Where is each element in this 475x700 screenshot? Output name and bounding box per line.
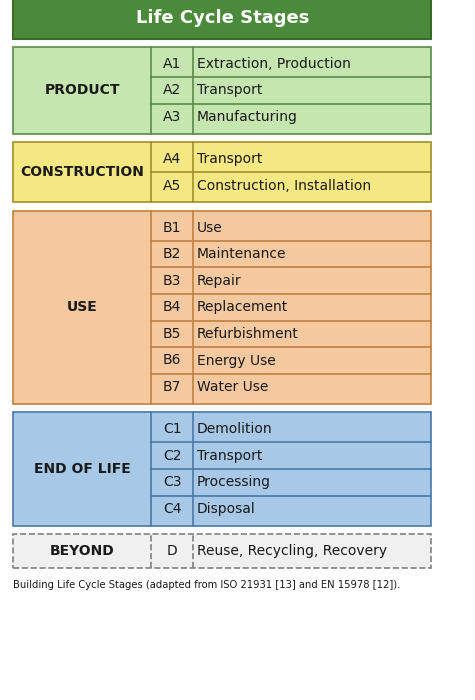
Text: A5: A5 bbox=[163, 178, 181, 192]
Text: Extraction, Production: Extraction, Production bbox=[197, 57, 351, 71]
Text: Use: Use bbox=[197, 220, 222, 234]
Text: BEYOND: BEYOND bbox=[50, 544, 114, 558]
Text: C3: C3 bbox=[163, 475, 181, 489]
FancyBboxPatch shape bbox=[13, 0, 431, 38]
Text: D: D bbox=[167, 544, 178, 558]
Text: A3: A3 bbox=[163, 110, 181, 124]
Text: A4: A4 bbox=[163, 152, 181, 166]
Text: Reuse, Recycling, Recovery: Reuse, Recycling, Recovery bbox=[197, 544, 387, 558]
Text: Transport: Transport bbox=[197, 152, 262, 166]
Text: B7: B7 bbox=[163, 380, 181, 394]
Text: C2: C2 bbox=[163, 449, 181, 463]
Text: Demolition: Demolition bbox=[197, 422, 272, 436]
Text: A2: A2 bbox=[163, 83, 181, 97]
Bar bbox=[13, 534, 431, 568]
Text: Disposal: Disposal bbox=[197, 502, 256, 516]
Text: Processing: Processing bbox=[197, 475, 271, 489]
Text: B5: B5 bbox=[163, 327, 181, 341]
Text: B6: B6 bbox=[163, 354, 181, 368]
Text: C4: C4 bbox=[163, 502, 181, 516]
Bar bbox=[13, 211, 431, 404]
Text: B1: B1 bbox=[163, 220, 181, 234]
Text: A1: A1 bbox=[163, 57, 181, 71]
Text: Transport: Transport bbox=[197, 449, 262, 463]
Text: END OF LIFE: END OF LIFE bbox=[34, 462, 131, 476]
Bar bbox=[13, 412, 431, 526]
Text: B3: B3 bbox=[163, 274, 181, 288]
Text: Water Use: Water Use bbox=[197, 380, 268, 394]
Text: Maintenance: Maintenance bbox=[197, 247, 286, 261]
Bar bbox=[13, 47, 431, 134]
Bar bbox=[13, 142, 431, 202]
Text: Replacement: Replacement bbox=[197, 300, 288, 314]
Text: PRODUCT: PRODUCT bbox=[45, 83, 120, 97]
Text: C1: C1 bbox=[163, 422, 181, 436]
Text: Repair: Repair bbox=[197, 274, 241, 288]
Text: B2: B2 bbox=[163, 247, 181, 261]
Text: Manufacturing: Manufacturing bbox=[197, 110, 297, 124]
Text: Transport: Transport bbox=[197, 83, 262, 97]
Text: Building Life Cycle Stages (adapted from ISO 21931 [13] and EN 15978 [12]).: Building Life Cycle Stages (adapted from… bbox=[13, 580, 401, 589]
Text: Energy Use: Energy Use bbox=[197, 354, 276, 368]
Text: B4: B4 bbox=[163, 300, 181, 314]
Text: Refurbishment: Refurbishment bbox=[197, 327, 298, 341]
Text: USE: USE bbox=[67, 300, 98, 314]
Text: Construction, Installation: Construction, Installation bbox=[197, 178, 371, 192]
Text: Life Cycle Stages: Life Cycle Stages bbox=[136, 9, 309, 27]
Text: CONSTRUCTION: CONSTRUCTION bbox=[20, 165, 144, 179]
